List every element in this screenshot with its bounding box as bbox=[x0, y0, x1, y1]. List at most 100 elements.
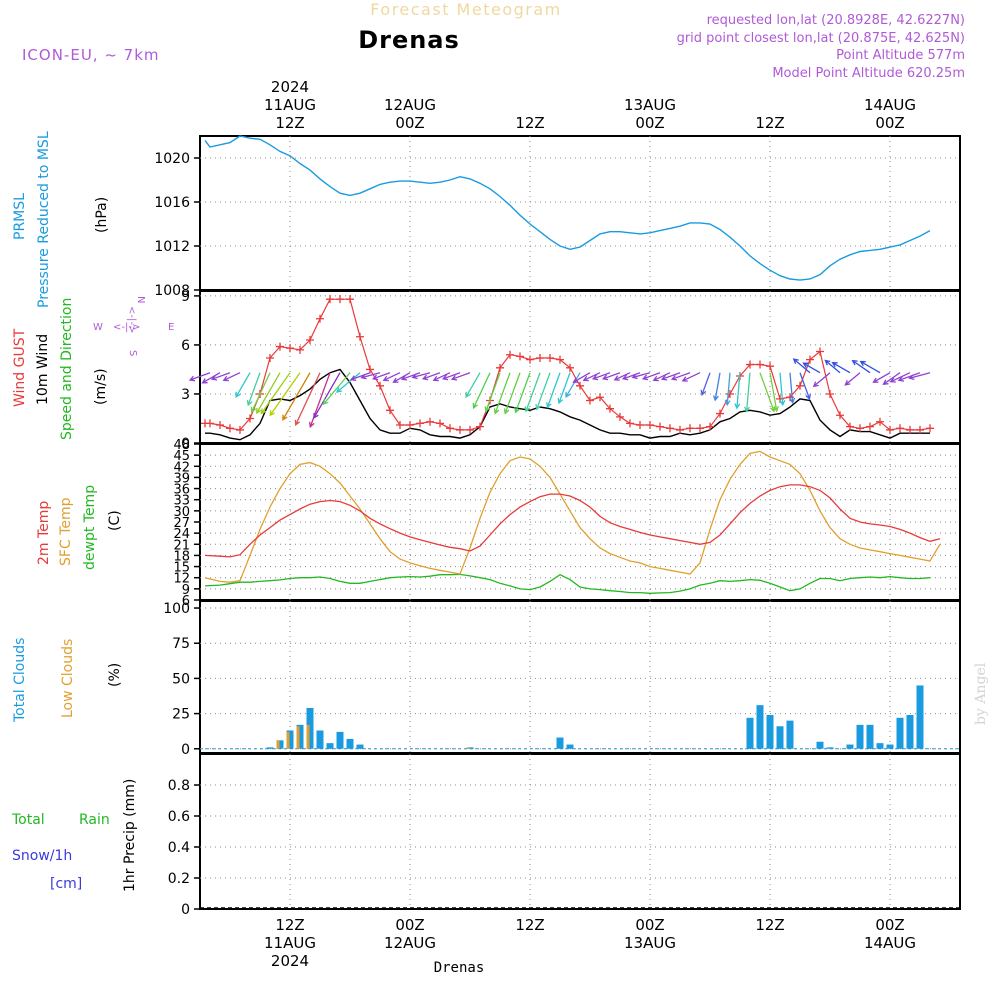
gust-marker bbox=[846, 422, 854, 431]
time-label-bottom: 12AUG bbox=[384, 934, 436, 952]
wind-arrow bbox=[565, 372, 581, 398]
total-cloud-bar bbox=[306, 707, 314, 749]
temp-ytick-label: 48 bbox=[173, 438, 190, 453]
gust-marker bbox=[446, 424, 454, 433]
precip-ytick-label: 0.4 bbox=[168, 840, 190, 856]
wind-arrow bbox=[601, 372, 621, 381]
dewpoint-line bbox=[204, 573, 931, 594]
wind-arrow bbox=[789, 372, 796, 404]
grid-lines bbox=[200, 136, 960, 909]
precip-rain-label: Rain bbox=[79, 812, 110, 828]
wind-arrow bbox=[802, 362, 821, 374]
total-cloud-bar bbox=[896, 717, 904, 749]
wind-arrow bbox=[210, 372, 231, 381]
total-cloud-bar bbox=[876, 743, 884, 749]
time-label-top: 00Z bbox=[395, 114, 424, 132]
wind-arrow bbox=[769, 372, 779, 413]
total-cloud-bar bbox=[786, 720, 794, 749]
compass-horizontal-arrow: <-|-> bbox=[113, 322, 140, 333]
wind-arrow bbox=[235, 372, 251, 398]
temp-ytick-label: 27 bbox=[173, 516, 190, 531]
gust-marker bbox=[276, 342, 284, 351]
gust-marker bbox=[376, 381, 384, 390]
wind-ytick-label: 6 bbox=[181, 338, 190, 354]
precip-ytick-label: 0 bbox=[181, 902, 190, 918]
wind-arrow bbox=[897, 372, 921, 382]
gust-marker bbox=[686, 424, 694, 433]
gust-marker bbox=[526, 355, 534, 364]
gust-marker bbox=[806, 355, 814, 364]
gust-marker bbox=[466, 425, 474, 434]
pressure-ytick-label: 1012 bbox=[154, 239, 190, 255]
time-label-bottom: 12Z bbox=[515, 916, 544, 934]
wind-arrow bbox=[792, 358, 811, 374]
wind-arrow bbox=[524, 372, 541, 413]
precip-ytick-label: 0.2 bbox=[168, 871, 190, 887]
wind-arrow bbox=[269, 372, 301, 417]
gust-marker bbox=[546, 354, 554, 363]
wind-unit: (m/s) bbox=[93, 368, 109, 405]
wind-arrow bbox=[411, 372, 431, 380]
total-cloud-bar bbox=[766, 715, 774, 749]
gust-marker bbox=[886, 425, 894, 434]
temp-ytick-label: 15 bbox=[173, 561, 190, 576]
gust-marker bbox=[616, 412, 624, 421]
time-label-bottom: 2024 bbox=[271, 952, 309, 970]
wind-arrow bbox=[670, 372, 691, 381]
wind-arrow bbox=[246, 372, 261, 407]
compass-w: W bbox=[93, 322, 103, 333]
total-cloud-bar bbox=[296, 724, 304, 749]
clouds-ytick-label: 100 bbox=[163, 601, 190, 617]
temp-ytick-label: 9 bbox=[182, 583, 190, 598]
time-label-top: 00Z bbox=[635, 114, 664, 132]
wind-arrow bbox=[472, 372, 491, 410]
wind-speed-direction-label: Speed and Direction bbox=[59, 298, 75, 440]
gust-marker bbox=[866, 422, 874, 431]
wind-arrow bbox=[582, 372, 601, 382]
wind-arrow bbox=[322, 372, 351, 406]
compass-s: S bbox=[127, 350, 138, 356]
gust-line bbox=[205, 298, 931, 431]
gust-marker bbox=[816, 347, 824, 356]
temp-ytick-label: 24 bbox=[173, 527, 190, 542]
gust-marker bbox=[396, 421, 404, 430]
top-title: Forecast Meteogram bbox=[370, 0, 561, 19]
low-cloud-bar bbox=[286, 731, 290, 749]
total-cloud-bar bbox=[916, 685, 924, 749]
wind-arrow bbox=[831, 362, 851, 374]
low-cloud-bar bbox=[296, 726, 300, 749]
wind-arrow bbox=[450, 372, 471, 381]
wind-arrow bbox=[382, 372, 401, 382]
precip-frame bbox=[199, 753, 961, 910]
temp-unit: (C) bbox=[107, 510, 123, 531]
precip-snow-unit: [cm] bbox=[50, 876, 82, 892]
pressure-ytick-label: 1008 bbox=[154, 283, 190, 299]
total-cloud-bar bbox=[816, 741, 824, 749]
wind-arrow bbox=[441, 372, 461, 381]
pressure-line bbox=[204, 135, 931, 281]
wind-arrow bbox=[201, 372, 221, 384]
wind-arrow bbox=[744, 372, 751, 413]
gust-marker bbox=[706, 422, 714, 431]
plot-series bbox=[188, 135, 960, 909]
temp-ytick-label: 42 bbox=[173, 460, 190, 475]
pressure-frame bbox=[199, 135, 961, 291]
wind-arrow bbox=[872, 372, 891, 383]
gust-marker bbox=[836, 411, 844, 420]
gust-marker bbox=[896, 424, 904, 433]
location-title: Drenas bbox=[358, 26, 460, 54]
total-cloud-bar bbox=[856, 724, 864, 749]
compass-rose: W E <-|-> N <-|-> S bbox=[93, 296, 174, 356]
temp-ytick-label: 6 bbox=[182, 594, 190, 609]
gust-marker bbox=[416, 419, 424, 428]
panel-frames bbox=[199, 135, 961, 910]
time-label-top: 12Z bbox=[755, 114, 784, 132]
gust-marker bbox=[626, 419, 634, 428]
compass-n: N bbox=[135, 296, 146, 303]
total-cloud-bar bbox=[316, 730, 324, 749]
info-requested: requested lon,lat (20.8928E, 42.6227N) bbox=[707, 13, 965, 28]
wind-arrow bbox=[400, 372, 421, 381]
wind-arrow bbox=[335, 372, 361, 393]
time-label-top: 12Z bbox=[515, 114, 544, 132]
time-label-bottom: 00Z bbox=[635, 916, 664, 934]
